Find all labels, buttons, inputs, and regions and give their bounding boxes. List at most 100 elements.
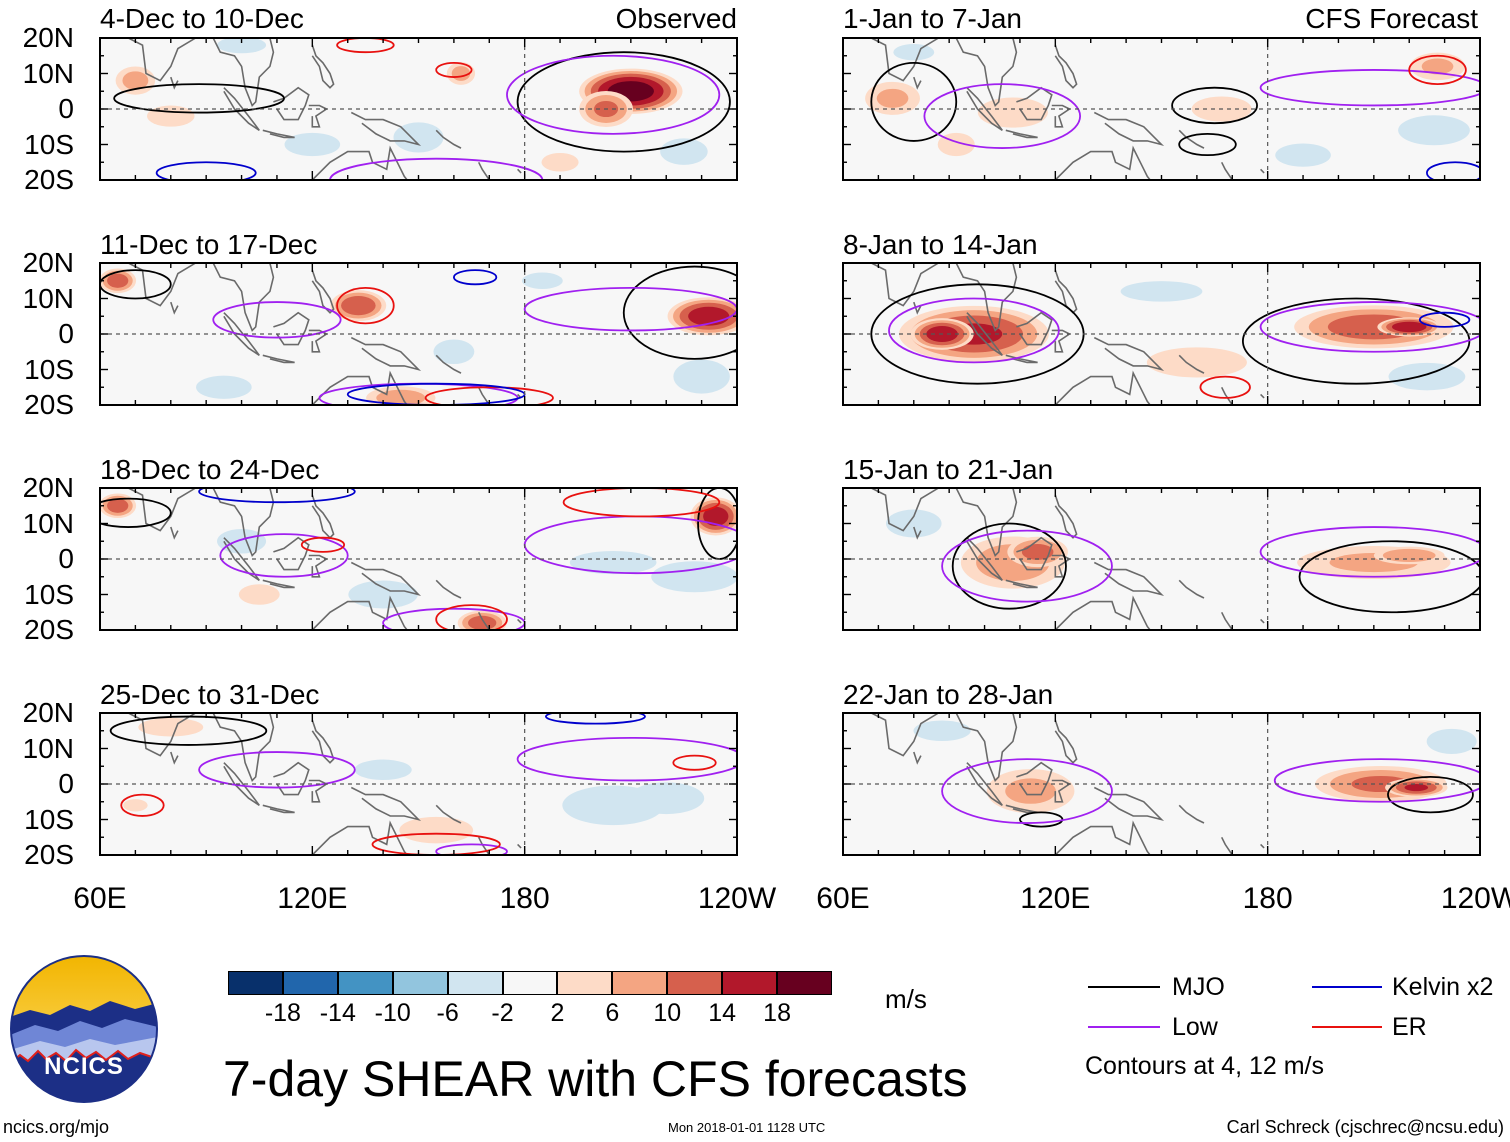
coastline [1016,761,1053,796]
coastline [1260,168,1265,174]
coastline [273,761,310,796]
y-tick-label: 10S [24,578,74,610]
coastline [955,38,1018,107]
panel-title-1: 4-Dec to 10-Dec [100,3,304,34]
shear-anomaly-patch [660,138,708,165]
x-tick-label: 120W [1440,882,1510,915]
shear-anomaly-patch [217,528,267,554]
y-tick-label: 20S [24,164,74,195]
coastline [1051,104,1072,128]
shear-anomaly-patch [348,580,418,609]
shear-anomaly-patch [123,799,148,812]
mjo-contour [516,51,731,153]
coastline [517,843,522,849]
coastline [1016,311,1053,346]
shear-anomaly-patch [1426,728,1477,754]
shear-anomaly-patch [521,272,563,289]
colorbar [228,971,832,995]
er-contour [1408,54,1467,86]
shear-anomaly-patch [1120,281,1203,302]
kelvin-contour [155,161,257,180]
legend-low-line [1088,1026,1160,1028]
mjo-contour [113,83,285,114]
coastline [1260,618,1265,624]
coastline [477,161,490,180]
er-contour [120,793,165,817]
coastline [517,168,522,174]
coastline [870,38,939,82]
coastline [311,820,409,855]
coastline [1051,779,1072,803]
y-tick-label: 0 [58,768,74,799]
coastline [308,779,329,803]
coastline [1093,336,1165,371]
coastline [350,561,422,596]
coastline [1093,561,1165,596]
coastline [1178,354,1205,374]
panel-title-6: 8-Jan to 14-Jan [843,229,1038,260]
shear-anomaly-patch [238,584,280,605]
footer-site[interactable]: ncics.org/mjo [3,1117,110,1137]
colorbar-tick-label: 14 [708,999,737,1027]
shear-anomaly-patch [107,273,129,288]
mjo-contour [100,269,172,300]
shear-anomaly-patch [196,375,252,399]
coastline [1005,129,1038,139]
er-contour [435,61,473,78]
coastline [955,713,1018,782]
kelvin-contour [1426,161,1480,180]
coastline [273,86,310,121]
mjo-contour [1171,86,1258,125]
shear-anomaly-patch [341,295,376,316]
y-tick-label: 20N [22,247,74,278]
colorbar-swatch [447,971,503,995]
coastline [1178,129,1205,149]
y-tick-label: 20S [24,839,74,870]
coastline [966,762,1003,806]
low-contour [923,83,1082,149]
colorbar-tick-label: -14 [319,999,356,1027]
coastline [170,751,179,765]
map-panel-2 [99,262,738,406]
coastline [311,494,335,539]
shear-anomaly-patch [569,550,657,575]
coastline [517,618,522,624]
shear-anomaly-patch [122,71,149,90]
colorbar-swatch [667,971,723,995]
colorbar-swatch [502,971,558,995]
mjo-contour [622,265,737,360]
colorbar-tick-label: -18 [264,999,301,1027]
shear-anomaly-patch [393,122,444,153]
er-contour [424,386,554,405]
map-panel-8 [842,712,1481,856]
coastline [1054,370,1152,405]
coastline [170,76,179,90]
coastline [1016,86,1053,121]
x-tick-label: 180 [499,882,550,915]
panel-title-2: 11-Dec to 17-Dec [100,229,318,260]
low-contour [941,529,1113,603]
shear-anomaly-patch [651,561,737,593]
shear-anomaly-patch [1021,543,1054,560]
low-contour [219,533,349,578]
colorbar-tick-label: -2 [491,999,514,1027]
shear-anomaly-patch [1398,115,1470,146]
legend-er: ER [1392,1013,1427,1041]
colorbar-units: m/s [885,984,927,1014]
coastline [1093,786,1165,821]
kelvin-contour [198,488,356,504]
coastline [170,301,179,315]
coastline [1178,804,1205,824]
footer-author: Carl Schreck (cjschrec@ncsu.edu) [1226,1117,1504,1137]
coastline [1054,494,1078,539]
colorbar-tick-label: 2 [550,999,565,1027]
coastline [262,579,295,589]
shear-anomaly-patch [217,38,267,54]
footer-timestamp: Mon 2018-01-01 1128 UTC [668,1120,826,1135]
shear-anomaly-patch [1005,778,1056,804]
shear-anomaly-patch [893,44,935,61]
coastline [1220,386,1233,405]
coastline [913,526,922,540]
shear-anomaly-patch [451,66,471,81]
observed-label: Observed [615,3,737,34]
